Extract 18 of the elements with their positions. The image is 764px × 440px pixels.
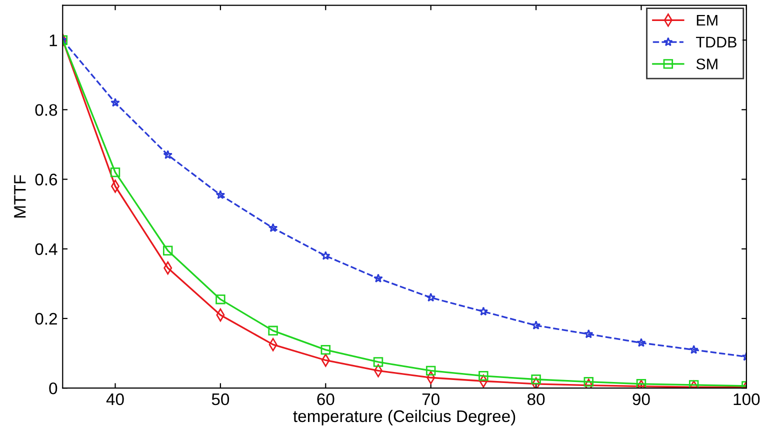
x-tick-label: 100 xyxy=(734,393,760,406)
x-tick-label: 70 xyxy=(422,393,440,406)
x-tick-label: 40 xyxy=(106,393,124,406)
x-tick-label: 80 xyxy=(527,393,545,406)
x-tick-label: 90 xyxy=(632,393,650,406)
y-tick-label: 1 xyxy=(50,34,57,46)
x-tick-label: 60 xyxy=(317,393,334,406)
x-axis-title: temperature (Ceilcius Degree) xyxy=(293,410,516,426)
y-tick-label: 0 xyxy=(49,382,58,394)
legend-label: SM xyxy=(696,58,718,70)
y-tick-label: 0.6 xyxy=(35,174,58,186)
legend-label: EM xyxy=(696,15,718,26)
y-tick-label: 0.2 xyxy=(35,312,57,325)
x-tick-label: 50 xyxy=(212,393,230,406)
y-tick-label: 0.8 xyxy=(35,104,58,116)
y-tick-label: 0.4 xyxy=(35,243,58,256)
y-axis-title: MTTF xyxy=(14,175,26,218)
legend-label: TDDB xyxy=(696,36,736,48)
